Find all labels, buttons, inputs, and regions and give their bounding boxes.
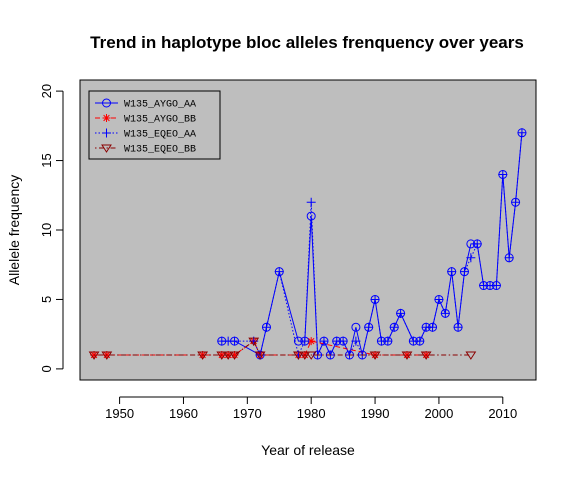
- data-point: [307, 337, 316, 346]
- data-point: [305, 351, 317, 360]
- data-point: [504, 253, 514, 263]
- data-point: [101, 351, 113, 360]
- data-point: [230, 351, 239, 359]
- data-point: [229, 351, 240, 360]
- data-point: [447, 267, 457, 277]
- data-point: [466, 253, 476, 263]
- x-tick-label: 1970: [233, 406, 262, 421]
- y-tick-label: 20: [39, 84, 54, 98]
- x-tick-label: 1980: [297, 406, 326, 421]
- data-point: [230, 336, 240, 346]
- data-point: [472, 239, 482, 249]
- data-point: [300, 336, 310, 346]
- legend-label: W135_EQEO_AA: [124, 130, 196, 141]
- legend-item: W135_AYGO_BB: [95, 114, 196, 126]
- legend-item: W135_EQEO_AA: [95, 128, 196, 141]
- data-point: [369, 351, 381, 360]
- data-point: [434, 294, 444, 304]
- data-point: [90, 351, 99, 359]
- x-tick-label: 1950: [105, 406, 134, 421]
- legend: W135_AYGO_AA W135_AYGO_BB W135_EQEO_AA W135…: [88, 90, 221, 160]
- data-point: [491, 281, 501, 291]
- x-axis-label: Year of release: [261, 442, 355, 458]
- legend-label: W135_EQEO_BB: [124, 145, 196, 156]
- y-tick-label: 10: [39, 223, 54, 237]
- x-tick-label: 1960: [169, 406, 198, 421]
- data-point: [428, 322, 438, 332]
- series-layer: [88, 128, 527, 360]
- series-4: [88, 337, 477, 360]
- legend-marker: [102, 98, 111, 108]
- data-point: [248, 337, 260, 347]
- data-point: [465, 351, 477, 360]
- data-point: [420, 351, 432, 360]
- y-tick-label: 5: [39, 296, 54, 303]
- data-point: [440, 308, 450, 318]
- data-point: [319, 336, 329, 346]
- data-point: [459, 267, 469, 277]
- x-tick-label: 1990: [361, 406, 390, 421]
- y-axis: 0 5 10 15 20: [39, 84, 64, 373]
- legend-label: W135_AYGO_AA: [124, 100, 196, 111]
- data-point: [389, 322, 399, 332]
- data-point: [261, 322, 271, 332]
- data-point: [222, 351, 234, 360]
- data-point: [415, 336, 425, 346]
- data-point: [254, 351, 266, 360]
- legend-label: W135_AYGO_BB: [124, 115, 196, 126]
- series-line: [221, 132, 523, 357]
- data-point: [364, 322, 374, 332]
- data-point: [299, 351, 311, 360]
- data-point: [306, 197, 316, 207]
- data-point: [453, 322, 463, 332]
- data-point: [351, 336, 361, 346]
- chart-title: Trend in haplotype bloc alleles frenquen…: [90, 33, 524, 52]
- data-point: [498, 169, 508, 179]
- data-point: [293, 351, 304, 360]
- legend-item: W135_AYGO_AA: [95, 98, 196, 111]
- y-tick-label: 15: [39, 153, 54, 167]
- data-point: [216, 351, 228, 360]
- x-tick-label: 2010: [488, 406, 517, 421]
- y-axis-label: Allelele frequency: [6, 175, 22, 286]
- legend-marker: [102, 128, 111, 138]
- data-point: [511, 197, 521, 207]
- data-point: [383, 336, 393, 346]
- data-point: [274, 267, 284, 277]
- y-tick-label: 0: [39, 365, 54, 372]
- series-line: [94, 340, 471, 356]
- data-point: [351, 322, 361, 332]
- x-tick-label: 2000: [424, 406, 453, 421]
- data-point: [88, 351, 100, 360]
- data-point: [370, 294, 380, 304]
- data-point: [517, 128, 527, 138]
- legend-marker: [102, 114, 111, 122]
- data-point: [396, 308, 406, 318]
- data-point: [197, 351, 209, 360]
- x-axis: 1950 1960 1970 1980 1990 2000 2010: [105, 396, 517, 421]
- data-point: [401, 351, 413, 360]
- data-point: [338, 336, 348, 346]
- legend-marker: [101, 144, 112, 153]
- legend-item: W135_EQEO_BB: [95, 144, 196, 156]
